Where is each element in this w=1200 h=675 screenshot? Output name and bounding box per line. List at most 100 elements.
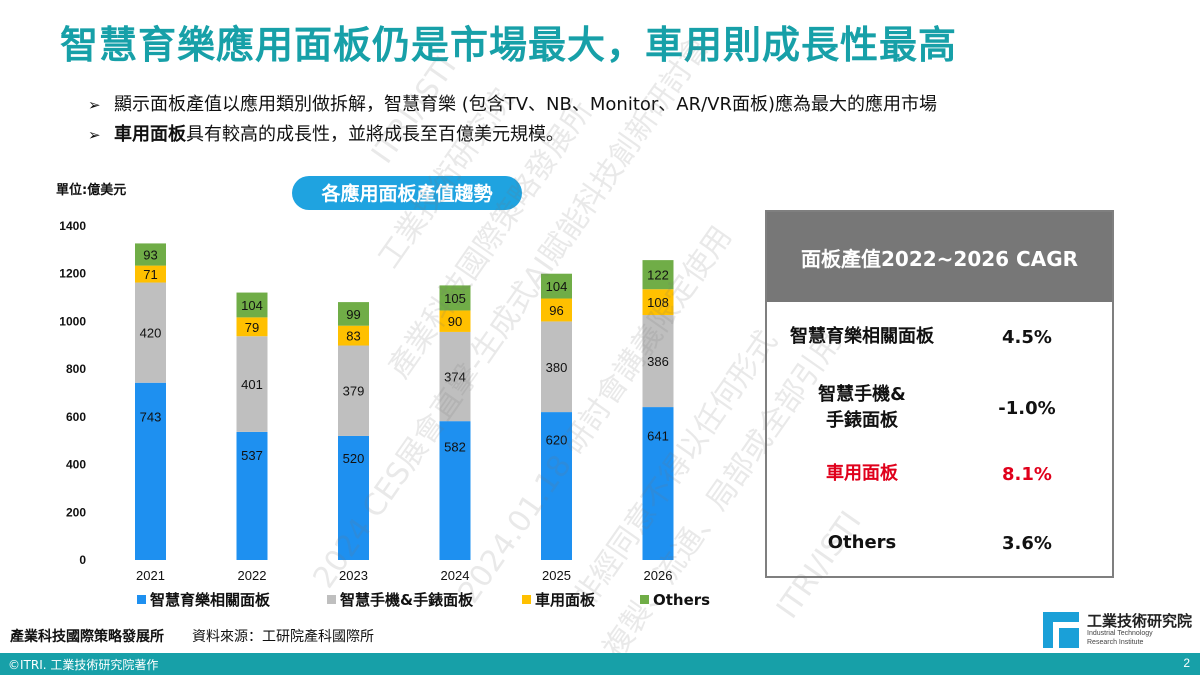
cagr-row: 智慧育樂相關面板 4.5% (767, 302, 1112, 372)
data-label: 99 (346, 307, 360, 322)
bar-segment-3 (541, 273, 572, 299)
data-label: 96 (549, 303, 563, 318)
chart-title-pill (292, 176, 522, 210)
data-label: 420 (140, 326, 162, 341)
bar-segment-2 (541, 298, 572, 322)
bar-segment-1 (642, 314, 674, 408)
data-label: 620 (546, 433, 568, 448)
legend-swatch (327, 595, 336, 604)
cagr-row-name: 智慧手機& 手錶面板 (767, 382, 957, 434)
x-tick-label: 2022 (238, 568, 267, 583)
data-label: 537 (241, 448, 263, 463)
legend-swatch (640, 595, 649, 604)
legend-swatch (522, 595, 531, 604)
logo-name-en-1: Industrial Technology (1087, 630, 1153, 637)
bar-group-2025: 620 380 96 104 (541, 273, 572, 560)
data-label: 379 (343, 384, 365, 399)
y-tick-label: 800 (66, 362, 86, 376)
bar-group-2024: 582 374 90 105 (439, 285, 471, 560)
cagr-row-value: -1.0% (998, 397, 1056, 419)
bar-segment-1 (541, 321, 572, 413)
bullet-text: 具有較高的成長性，並將成長至百億美元規模。 (186, 124, 564, 145)
data-label: 83 (346, 329, 360, 344)
bar-groups: 743 420 71 93 537 401 79 104 520 379 83 99 582 374 90 1… (135, 243, 674, 560)
cagr-row-name-line: 智慧手機& (818, 384, 906, 405)
bullet-list: ➢ 顯示面板產值以應用類別做拆解，智慧育樂 (包含TV、NB、Monitor、AR… (88, 90, 937, 150)
data-label: 122 (647, 268, 669, 283)
cagr-row: 車用面板 8.1% (767, 444, 1112, 504)
x-tick-label: 2026 (644, 568, 673, 583)
data-label: 386 (647, 354, 669, 369)
bar-segment-2 (338, 325, 369, 346)
data-label: 71 (143, 267, 157, 282)
footer-org: 產業科技國際策略發展所 (10, 629, 164, 645)
y-tick-label: 1400 (59, 219, 86, 233)
data-label: 104 (546, 279, 568, 294)
logo-name-cn: 工業技術研究院 (1087, 612, 1193, 630)
legend-label: 智慧育樂相關面板 (150, 591, 271, 609)
data-label: 90 (448, 314, 462, 329)
bar-segment-3 (236, 292, 268, 318)
bullet-text: 顯示面板產值以應用類別做拆解，智慧育樂 (包含TV、NB、Monitor、AR/… (114, 94, 938, 115)
bar-segment-1 (135, 282, 166, 383)
unit-label: 單位:億美元 (56, 182, 126, 198)
chart-title: 各應用面板產值趨勢 (320, 182, 492, 205)
cagr-row: 智慧手機& 手錶面板 -1.0% (767, 360, 1112, 456)
cagr-table-header: 面板產值2022~2026 CAGR (767, 212, 1112, 302)
stacked-bar-chart: 單位:億美元 各應用面板產值趨勢 0 200 400 600 800 1000 1200 14… (56, 176, 710, 609)
cagr-row: Others 3.6% (767, 512, 1112, 574)
bar-segment-1 (338, 345, 369, 436)
footer-source: 資料來源：工研院產科國際所 (192, 629, 374, 645)
copyright: ©ITRI. 工業技術研究院著作 (8, 658, 159, 672)
cagr-row-name-line: 車用面板 (826, 463, 898, 484)
data-label: 105 (444, 291, 466, 306)
bar-group-2021: 743 420 71 93 (135, 243, 166, 560)
cagr-table: 面板產值2022~2026 CAGR 智慧育樂相關面板 4.5% 智慧手機& 手錶面板… (765, 210, 1114, 578)
legend-label: 智慧手機&手錶面板 (340, 591, 474, 609)
bar-segment-3 (642, 260, 674, 290)
bullet-item-2: ➢ 車用面板具有較高的成長性，並將成長至百億美元規模。 (88, 120, 937, 150)
bar-segment-2 (642, 289, 674, 315)
bar-segment-3 (439, 285, 471, 311)
itri-logo-icon (1043, 612, 1079, 648)
bar-segment-1 (439, 331, 471, 422)
bar-segment-2 (236, 317, 268, 337)
data-label: 93 (143, 248, 157, 263)
y-tick-label: 200 (66, 505, 86, 519)
bar-segment-1 (236, 336, 268, 432)
cagr-row-name-line: 手錶面板 (826, 410, 898, 431)
data-label: 641 (647, 429, 669, 444)
bar-segment-0 (642, 407, 674, 560)
bar-segment-2 (439, 310, 471, 332)
logo-name-en-2: Research Institute (1087, 639, 1144, 646)
bar-segment-2 (135, 265, 166, 283)
y-tick-label: 400 (66, 458, 86, 472)
bar-segment-3 (135, 243, 166, 266)
cagr-row-value: 3.6% (1002, 532, 1052, 554)
data-label: 743 (140, 410, 162, 425)
arrow-bullet-icon: ➢ (88, 126, 101, 144)
legend-swatch (137, 595, 146, 604)
data-label: 582 (444, 440, 466, 455)
bar-segment-0 (236, 431, 268, 560)
data-label: 520 (343, 451, 365, 466)
cagr-row-name: 智慧育樂相關面板 (767, 324, 957, 350)
arrow-bullet-icon: ➢ (88, 96, 101, 114)
data-label: 380 (546, 360, 568, 375)
bar-segment-0 (541, 412, 572, 560)
data-label: 108 (647, 295, 669, 310)
bar-segment-0 (135, 382, 166, 560)
bullet-bold-text: 車用面板 (114, 124, 186, 145)
cagr-row-value: 4.5% (1002, 326, 1052, 348)
page-number: 2 (1183, 656, 1190, 670)
y-tick-label: 0 (79, 553, 86, 567)
y-tick-label: 1000 (59, 314, 86, 328)
bar-group-2022: 537 401 79 104 (236, 292, 268, 560)
y-axis: 0 200 400 600 800 1000 1200 1400 (59, 219, 86, 567)
cagr-row-name: 車用面板 (767, 461, 957, 487)
y-tick-label: 600 (66, 410, 86, 424)
x-tick-label: 2025 (542, 568, 571, 583)
legend-label: Others (653, 591, 710, 609)
data-label: 374 (444, 370, 466, 385)
chart-legend: 智慧育樂相關面板 智慧手機&手錶面板 車用面板 Others (137, 591, 710, 609)
